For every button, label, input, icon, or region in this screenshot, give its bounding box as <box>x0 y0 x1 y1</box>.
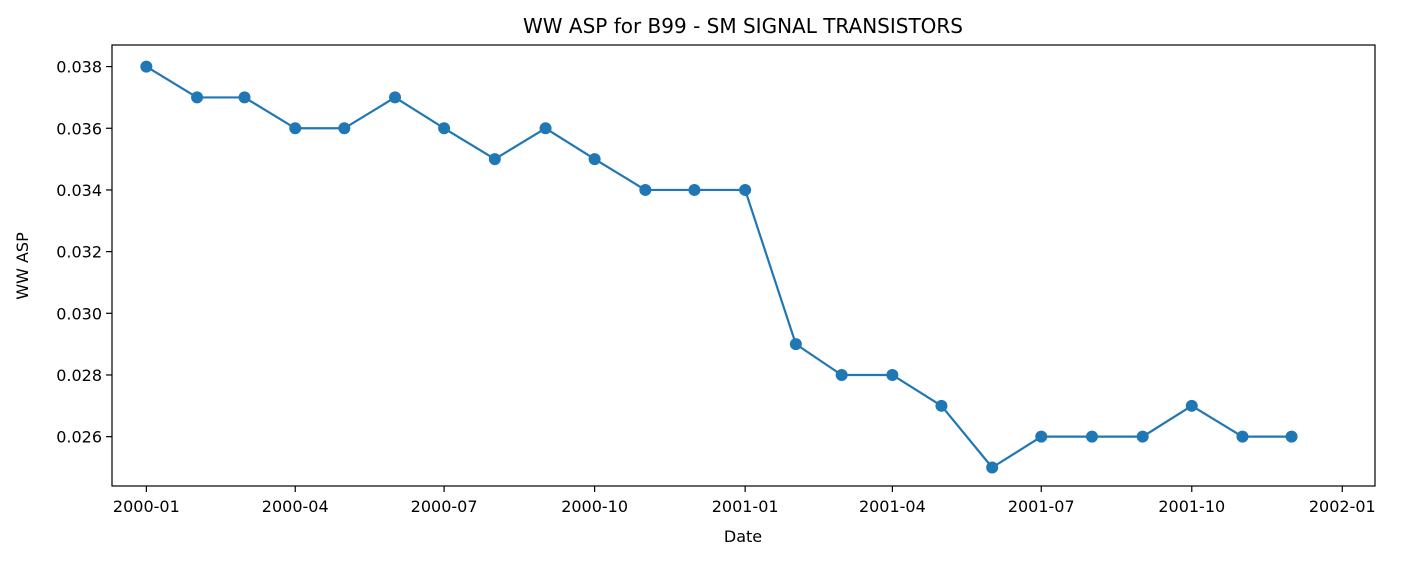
x-tick-label: 2001-01 <box>712 497 779 516</box>
data-point <box>688 183 701 196</box>
series-line <box>145 65 1292 469</box>
data-point <box>488 153 501 166</box>
y-tick-label: 0.036 <box>56 119 102 138</box>
data-point <box>191 91 204 104</box>
series-layer <box>140 60 1298 474</box>
x-tick-label: 2000-04 <box>262 497 329 516</box>
data-point <box>389 91 402 104</box>
data-point <box>935 399 948 412</box>
data-point <box>289 122 302 135</box>
data-point <box>739 183 752 196</box>
data-point <box>789 338 802 351</box>
y-tick-label: 0.028 <box>56 366 102 385</box>
data-point <box>886 368 899 381</box>
y-tick-label: 0.034 <box>56 181 102 200</box>
data-point <box>1185 399 1198 412</box>
chart-title: WW ASP for B99 - SM SIGNAL TRANSISTORS <box>523 14 963 38</box>
data-point <box>1035 430 1048 443</box>
data-point <box>639 183 652 196</box>
y-axis: 0.026 0.028 0.030 0.032 0.034 0.036 0.038 <box>56 58 112 447</box>
data-point <box>986 461 999 474</box>
data-point <box>1285 430 1298 443</box>
x-tick-label: 2001-10 <box>1158 497 1225 516</box>
data-point <box>1236 430 1249 443</box>
x-tick-label: 2000-07 <box>411 497 478 516</box>
plot-area-frame <box>111 44 1376 487</box>
data-point <box>140 60 153 73</box>
y-tick-label: 0.030 <box>56 304 102 323</box>
data-point <box>1085 430 1098 443</box>
x-tick-label: 2001-07 <box>1008 497 1075 516</box>
x-tick-label: 2000-01 <box>113 497 180 516</box>
y-tick-label: 0.032 <box>56 243 102 262</box>
data-point <box>539 122 552 135</box>
data-point <box>338 122 351 135</box>
y-tick-label: 0.026 <box>56 428 102 447</box>
x-axis: 2000-01 2000-04 2000-07 2000-10 2001-01 2001-… <box>113 486 1376 516</box>
x-tick-label: 2001-04 <box>859 497 926 516</box>
x-axis-label: Date <box>724 527 762 546</box>
data-point <box>835 368 848 381</box>
x-tick-label: 2002-01 <box>1309 497 1376 516</box>
x-tick-label: 2000-10 <box>561 497 628 516</box>
y-tick-label: 0.038 <box>56 58 102 77</box>
y-axis-label: WW ASP <box>13 232 32 300</box>
data-point <box>1136 430 1149 443</box>
data-point <box>438 122 451 135</box>
data-point <box>238 91 251 104</box>
data-point <box>588 153 601 166</box>
